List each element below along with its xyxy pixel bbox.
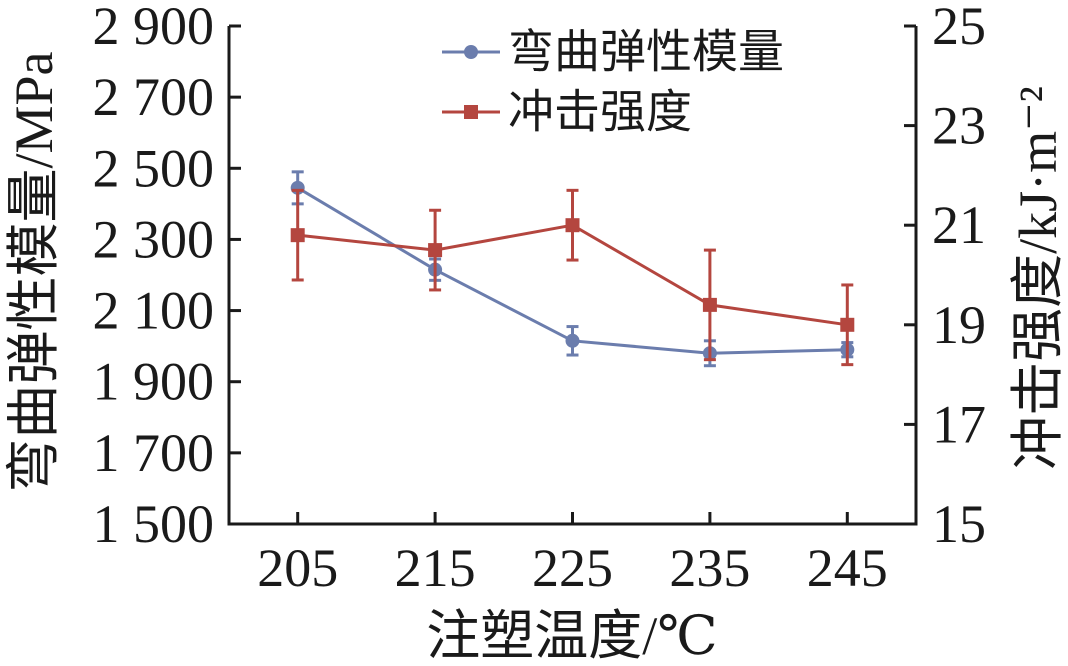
series-1 [290, 188, 855, 367]
series-1-data-point [428, 243, 443, 258]
x-axis-title: 注塑温度/℃ [426, 606, 717, 666]
legend: 弯曲弹性模量 冲击强度 [442, 27, 784, 138]
left-y-tick-label: 2 900 [93, 0, 215, 56]
x-tick-label: 225 [532, 538, 613, 598]
left-y-axis-title: 弯曲弹性模量/MPa [4, 51, 64, 492]
right-y-tick-label: 19 [932, 295, 986, 355]
series-1-data-point [290, 228, 305, 243]
legend-label: 弯曲弹性模量 [508, 27, 784, 78]
ticks [229, 24, 916, 526]
series-1-data-point [840, 317, 855, 332]
left-y-tick-label: 2 300 [93, 209, 215, 269]
tick-labels: 1 500 1 700 1 900 2 100 2 300 2 500 2 700 2 900… [93, 0, 987, 598]
right-y-tick-label: 21 [932, 195, 986, 255]
right-y-tick-label: 25 [932, 0, 986, 56]
x-tick-label: 215 [395, 538, 476, 598]
left-y-tick-label: 1 900 [93, 352, 215, 412]
right-y-tick-label: 23 [932, 96, 986, 156]
x-tick-label: 245 [807, 538, 888, 598]
right-y-tick-label: 15 [932, 494, 986, 554]
series-1-data-point [565, 218, 580, 233]
x-tick-label: 205 [257, 538, 338, 598]
legend-item-0: 弯曲弹性模量 [442, 27, 784, 78]
series-layer [290, 170, 855, 368]
legend-item-1: 冲击强度 [442, 87, 692, 138]
left-y-tick-label: 2 500 [93, 138, 215, 198]
series-1-data-point [702, 297, 717, 312]
left-y-tick-label: 1 700 [93, 423, 215, 483]
legend-square-marker [464, 105, 478, 119]
left-y-tick-label: 2 700 [93, 67, 215, 127]
legend-label: 冲击强度 [508, 87, 692, 138]
x-tick-label: 235 [669, 538, 750, 598]
right-y-tick-label: 17 [932, 394, 986, 454]
right-y-axis-title: 冲击强度/kJ·m⁻² [1008, 86, 1068, 470]
left-y-tick-label: 2 100 [93, 281, 215, 341]
legend-circle-marker [464, 45, 478, 59]
series-0-data-point [565, 333, 580, 348]
left-y-tick-label: 1 500 [93, 494, 215, 554]
